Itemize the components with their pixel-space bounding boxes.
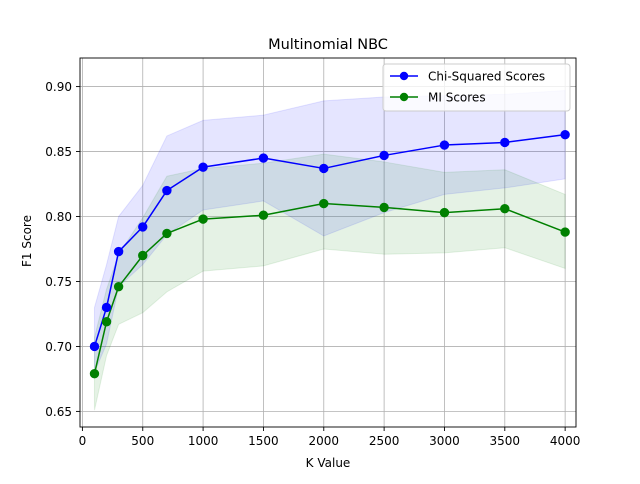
data-point-mi (101, 317, 112, 327)
data-point-mi (560, 227, 570, 237)
x-tick-label: 1500 (248, 434, 279, 448)
data-point-mi (379, 202, 389, 213)
data-point-chi-squared (500, 137, 510, 148)
x-tick-label: 3500 (490, 434, 521, 448)
data-point-mi (113, 281, 124, 292)
data-point-mi (89, 369, 100, 379)
data-point-mi (319, 198, 329, 209)
data-point-chi-squared (198, 162, 208, 172)
x-tick-label: 1000 (188, 434, 219, 448)
x-tick-label: 3000 (429, 434, 460, 448)
legend: Chi-Squared Scores MI Scores (382, 63, 571, 112)
legend-swatch-marker-chi-squared (399, 71, 409, 81)
series-lines (93, 133, 566, 374)
data-point-mi (258, 210, 269, 220)
y-axis-ticks: 0.65 0.70 0.75 0.80 0.85 0.90 (45, 80, 80, 419)
x-tick-label: 0 (79, 434, 87, 448)
x-tick-label: 2000 (309, 434, 340, 448)
data-point-mi (198, 214, 208, 224)
data-point-chi-squared (113, 246, 124, 257)
plot-background (80, 58, 576, 427)
axes-frame (79, 57, 577, 428)
data-point-mi (439, 207, 450, 218)
data-point-chi-squared (319, 163, 329, 174)
series-band-chi-squared (93, 89, 566, 373)
data-point-mi (162, 228, 172, 239)
series-line-chi-squared (93, 133, 566, 347)
x-tick-label: 2500 (369, 434, 400, 448)
data-point-chi-squared (258, 153, 269, 163)
chart-title: Multinomial NBC (268, 37, 388, 53)
legend-box (382, 63, 571, 112)
data-point-chi-squared (138, 222, 148, 232)
y-tick-label: 0.75 (45, 275, 72, 289)
legend-swatch-marker-mi (399, 92, 409, 102)
axes-border (79, 57, 577, 428)
data-point-chi-squared (560, 129, 570, 140)
series-markers (89, 129, 570, 379)
x-tick-label: 500 (131, 434, 154, 448)
y-tick-label: 0.65 (45, 405, 72, 419)
series-line-mi (93, 202, 566, 374)
legend-label-mi: MI Scores (428, 91, 486, 105)
y-tick-label: 0.90 (45, 80, 72, 94)
data-point-chi-squared (379, 150, 389, 161)
data-point-chi-squared (101, 302, 112, 313)
y-axis-label: F1 Score (20, 215, 34, 267)
y-tick-label: 0.70 (45, 340, 72, 354)
data-point-mi (138, 250, 148, 261)
data-point-chi-squared (89, 341, 100, 352)
legend-label-chi-squared: Chi-Squared Scores (428, 70, 545, 84)
data-point-mi (500, 204, 510, 214)
data-point-chi-squared (439, 140, 450, 150)
plot-area (80, 58, 576, 427)
x-axis-label: K Value (306, 456, 351, 470)
grid-lines (80, 58, 576, 427)
y-tick-label: 0.80 (45, 210, 72, 224)
x-axis-ticks: 0 500 1000 1500 2000 2500 3000 3500 4000 (79, 427, 581, 448)
y-tick-label: 0.85 (45, 145, 72, 159)
x-tick-label: 4000 (550, 434, 581, 448)
data-point-chi-squared (162, 185, 172, 196)
